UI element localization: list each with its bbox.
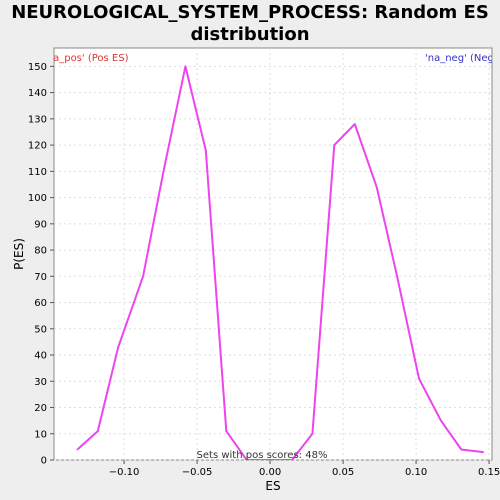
grid (54, 48, 492, 461)
data-point (205, 149, 207, 152)
chart-title: NEUROLOGICAL_SYSTEM_PROCESS: Random ES d… (0, 2, 500, 46)
data-point (440, 419, 442, 422)
y-tick-label: 60 (34, 298, 47, 309)
data-point (97, 430, 99, 432)
data-point (184, 65, 187, 68)
y-tick-label: 140 (28, 88, 47, 99)
plot-area (53, 47, 493, 461)
x-tick-label: 0.15 (478, 467, 500, 478)
x-tick-label: 0.00 (259, 467, 281, 478)
x-tick-label: −0.10 (109, 467, 140, 478)
y-tick-label: 110 (28, 167, 47, 178)
y-tick-label: 40 (34, 351, 47, 362)
y-tick-label: 80 (34, 246, 47, 257)
legend-pos-label: 'na_pos' (Pos ES) (44, 53, 129, 64)
y-tick-label: 130 (28, 114, 47, 125)
data-point (418, 377, 420, 380)
data-point (353, 123, 356, 125)
y-tick-label: 30 (34, 377, 47, 388)
chart-title-line-1: NEUROLOGICAL_SYSTEM_PROCESS: Random ES (11, 2, 489, 23)
y-tick-label: 50 (34, 324, 47, 335)
y-tick-label: 10 (34, 429, 47, 440)
data-point (460, 448, 463, 451)
data-point (482, 451, 485, 453)
data-point (269, 459, 271, 460)
y-tick-label: 70 (34, 272, 47, 283)
y-tick-label: 0 (41, 456, 47, 467)
y-tick-label: 150 (28, 62, 47, 73)
y-tick-label: 120 (28, 141, 47, 152)
x-tick-label: 0.10 (405, 467, 427, 478)
data-point (117, 346, 120, 348)
data-point (76, 448, 79, 451)
data-point (142, 275, 144, 278)
data-point (396, 275, 398, 278)
y-axis: 0 10 20 30 40 50 60 70 80 90 100 110 120 130 140 150 (28, 62, 54, 467)
y-axis-label: P(ES) (12, 238, 26, 270)
x-tick-label: 0.05 (332, 467, 354, 478)
data-point (311, 432, 314, 435)
series-line (76, 65, 484, 460)
data-point (225, 430, 228, 432)
data-point (375, 186, 378, 188)
data-point (333, 144, 336, 146)
chart-title-line-2: distribution (190, 24, 310, 45)
data-point (162, 170, 165, 173)
x-axis-label: ES (265, 479, 280, 493)
data-point (245, 459, 248, 460)
x-tick-label: −0.05 (182, 467, 213, 478)
y-tick-label: 90 (34, 219, 47, 230)
x-axis: −0.10 −0.05 0.00 0.05 0.10 0.15 (109, 460, 500, 478)
series-group (76, 65, 485, 460)
y-tick-label: 20 (34, 403, 47, 414)
y-tick-label: 100 (28, 193, 47, 204)
pos-scores-annotation: Sets with pos scores: 48% (197, 450, 328, 461)
data-point (291, 459, 293, 460)
legend-neg-label: 'na_neg' (Neg ES) (425, 53, 500, 64)
